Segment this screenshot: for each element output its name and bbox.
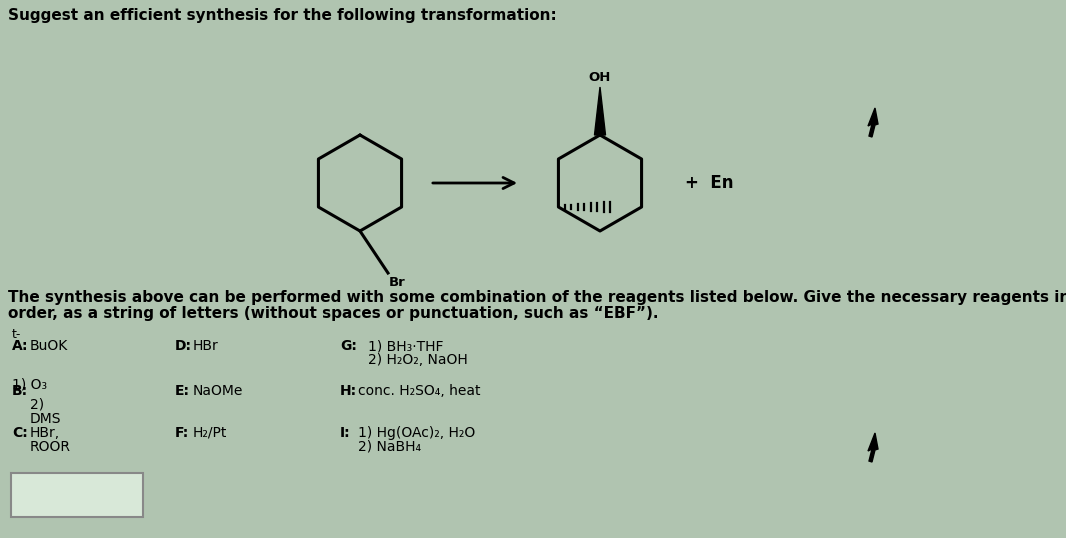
Text: I:: I: [340,426,351,440]
Text: G:: G: [340,339,357,353]
Text: ROOR: ROOR [30,440,71,454]
Text: 1) BH₃·THF: 1) BH₃·THF [368,339,443,353]
Text: BuOK: BuOK [30,339,68,353]
Text: 2) H₂O₂, NaOH: 2) H₂O₂, NaOH [368,353,468,367]
Polygon shape [868,433,878,462]
Polygon shape [868,108,878,137]
Text: H₂/Pt: H₂/Pt [193,426,227,440]
Text: Br: Br [389,276,406,289]
Polygon shape [595,87,605,135]
Text: The synthesis above can be performed with some combination of the reagents liste: The synthesis above can be performed wit… [9,290,1066,305]
Text: 1) Hg(OAc)₂, H₂O: 1) Hg(OAc)₂, H₂O [358,426,475,440]
Text: 2): 2) [30,398,44,412]
Text: HBr: HBr [193,339,219,353]
Text: B:: B: [12,384,28,398]
FancyBboxPatch shape [11,473,143,517]
Text: +  En: + En [685,174,733,192]
Text: 2) NaBH₄: 2) NaBH₄ [358,440,421,454]
Text: NaOMe: NaOMe [193,384,243,398]
Text: DMS: DMS [30,412,62,426]
Text: HBr,: HBr, [30,426,60,440]
Text: A:: A: [12,339,29,353]
Text: conc. H₂SO₄, heat: conc. H₂SO₄, heat [358,384,481,398]
Text: E:: E: [175,384,190,398]
Text: F:: F: [175,426,190,440]
Text: t-: t- [12,328,21,341]
Text: order, as a string of letters (without spaces or punctuation, such as “EBF”).: order, as a string of letters (without s… [9,306,659,321]
Text: OH: OH [588,71,611,84]
Text: D:: D: [175,339,192,353]
Text: H:: H: [340,384,357,398]
Text: C:: C: [12,426,28,440]
Text: Suggest an efficient synthesis for the following transformation:: Suggest an efficient synthesis for the f… [9,8,556,23]
Text: 1) O₃: 1) O₃ [12,378,47,392]
